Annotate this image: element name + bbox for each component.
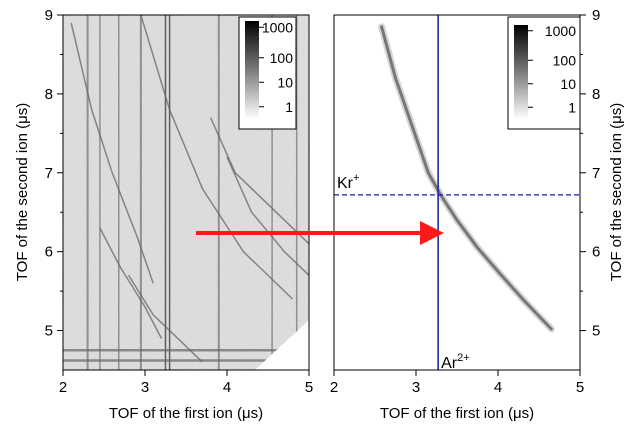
right-colorbar-ticks: 1000 100 10 1 xyxy=(528,23,577,115)
right-colorbar: 1000 100 10 1 xyxy=(507,16,581,130)
colorbar-tick-label: 1 xyxy=(568,99,576,115)
ar2plus-label-sup: 2+ xyxy=(457,352,470,364)
colorbar-tick-label: 10 xyxy=(277,74,293,90)
coincidence-curve xyxy=(70,22,154,284)
x-tick-label: 3 xyxy=(141,379,149,396)
x-tick-label: 4 xyxy=(223,379,231,396)
left-plot-frame xyxy=(62,14,310,371)
ar2plus-label-main: Ar xyxy=(441,355,458,372)
coincidence-curve xyxy=(140,15,294,300)
coincidence-curve xyxy=(209,117,309,245)
colorbar-tick-label: 1000 xyxy=(545,23,576,39)
y-tick-label: 7 xyxy=(592,165,600,182)
krplus-label: Kr+ xyxy=(337,172,359,192)
colorbar-tick-label: 1000 xyxy=(262,19,293,35)
x-tick-label: 2 xyxy=(59,379,67,396)
colorbar-tick-label: 100 xyxy=(553,52,577,68)
y-tick-label: 9 xyxy=(45,7,53,24)
left-y-axis-label: TOF of the second ion (μs) xyxy=(14,103,31,281)
y-tick-label: 8 xyxy=(45,86,53,103)
x-tick-label: 4 xyxy=(494,379,502,396)
left-colorbar: 1000 100 10 1 xyxy=(238,16,297,130)
left-axis-ticks: 2 3 4 5 5 6 7 8 9 xyxy=(45,7,314,396)
left-colorbar-ticks: 1000 100 10 1 xyxy=(259,19,293,115)
y-tick-label: 5 xyxy=(592,323,600,340)
y-tick-label: 9 xyxy=(592,7,600,24)
left-x-axis-label: TOF of the first ion (μs) xyxy=(109,405,263,422)
colorbar-tick-label: 100 xyxy=(270,50,294,66)
x-tick-label: 3 xyxy=(412,379,420,396)
right-x-axis-label: TOF of the first ion (μs) xyxy=(380,405,534,422)
krplus-label-main: Kr xyxy=(337,175,354,192)
right-trace xyxy=(378,23,555,333)
y-tick-label: 7 xyxy=(45,165,53,182)
colorbar-tick-label: 1 xyxy=(285,99,293,115)
x-tick-label: 2 xyxy=(330,379,338,396)
right-colorbar-gradient xyxy=(514,25,528,119)
x-tick-label: 5 xyxy=(576,379,584,396)
left-panel: 2 3 4 5 5 6 7 8 9 1000 100 10 1 TOF of the first io… xyxy=(14,7,313,422)
right-plot-frame xyxy=(333,14,581,371)
coincidence-curve xyxy=(99,227,163,339)
ar2plus-label: Ar2+ xyxy=(441,352,470,372)
right-y-axis-label: TOF of the second ion (μs) xyxy=(608,103,625,281)
krplus-label-sup: + xyxy=(353,172,359,184)
right-axis-ticks: 2 3 4 5 5 6 7 8 9 xyxy=(330,7,601,396)
x-tick-label: 5 xyxy=(305,379,313,396)
y-tick-label: 8 xyxy=(592,86,600,103)
coincidence-trace xyxy=(380,25,553,331)
y-tick-label: 6 xyxy=(45,244,53,261)
left-colorbar-gradient xyxy=(245,21,259,119)
left-empty-corner xyxy=(255,320,309,370)
y-tick-label: 5 xyxy=(45,323,53,340)
left-features xyxy=(63,15,309,370)
right-panel: Kr+ Ar2+ 2 3 4 5 5 6 7 8 9 1000 100 10 1 TOF of the… xyxy=(330,7,625,422)
y-tick-label: 6 xyxy=(592,244,600,261)
coincidence-curve xyxy=(127,274,203,363)
colorbar-tick-label: 10 xyxy=(560,76,576,92)
